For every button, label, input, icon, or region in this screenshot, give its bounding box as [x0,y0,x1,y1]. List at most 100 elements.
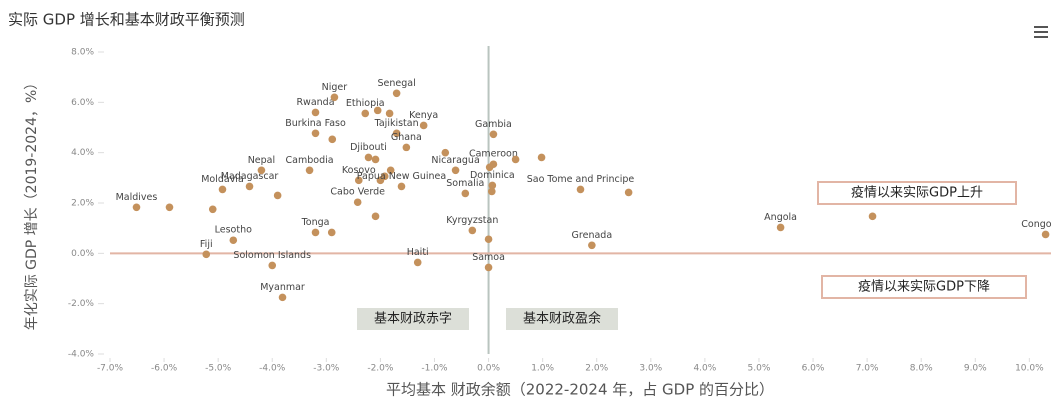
point [208,205,217,214]
point [489,130,498,139]
x-tick-label: 10.0% [1015,364,1044,374]
x-tick-label: 1.0% [531,364,554,374]
point [353,198,362,207]
point [132,203,141,212]
x-tick-label: -3.0% [313,364,340,374]
point-label: Cabo Verde [330,187,385,198]
point-label: Niger [322,82,348,93]
annotation-box [506,308,618,330]
point-label: Maldives [116,192,158,203]
point-label: Ethiopia [346,98,385,109]
point [229,236,238,245]
point [245,182,254,191]
point-label: Haiti [407,247,429,258]
point [354,176,363,185]
point-label: Solomon Islands [233,250,311,261]
point [392,89,401,98]
point-label: Nepal [248,155,275,166]
point-label: Cameroon [469,149,518,160]
point-label: Cambodia [286,155,334,166]
point [441,148,450,157]
point [278,293,287,302]
point-label: Senegal [378,78,416,89]
point [624,188,633,197]
point-label: Kosovo [342,165,376,176]
point-label: Papua New Guinea [357,171,446,182]
point-label: Samoa [472,252,505,263]
point [330,93,339,102]
x-tick-label: -1.0% [421,364,448,374]
point-label: Madagascar [221,171,279,182]
point-label: Angola [764,212,797,223]
y-tick-label: -2.0% [68,299,95,309]
point [385,109,394,118]
y-tick-label: 4.0% [71,148,94,158]
y-tick-label: 8.0% [71,48,94,58]
point [305,166,314,175]
annotation-box [817,181,1017,205]
point [419,121,428,130]
point [257,166,266,175]
chart-title: 实际 GDP 增长和基本财政平衡预测 [8,11,245,29]
point [371,212,380,221]
point [402,143,411,152]
point [364,153,373,162]
point [397,182,406,191]
point [1041,230,1050,239]
point-label: Burkina Faso [285,118,346,129]
x-tick-label: 7.0% [856,364,879,374]
point [485,163,494,172]
annotation: 基本财政盈余 [523,311,601,327]
x-tick-label: 6.0% [802,364,825,374]
x-tick-label: -7.0% [97,364,124,374]
point [268,261,277,270]
point [311,129,320,138]
point-label: Congo [1021,219,1051,230]
point-label: Nicaragua [431,155,479,166]
x-tick-label: -5.0% [205,364,232,374]
point [576,185,585,194]
point [373,106,382,115]
point [488,187,496,196]
annotation: 疫情以来实际GDP上升 [851,185,983,201]
point [202,250,211,259]
x-tick-label: -2.0% [367,364,394,374]
x-tick-label: 3.0% [639,364,662,374]
annotation-box [821,275,1027,299]
point [273,191,282,200]
point [484,235,493,244]
point [868,212,877,221]
x-tick-label: 8.0% [910,364,933,374]
point [380,172,389,181]
y-tick-label: 2.0% [71,199,94,209]
point-label: Gambia [475,119,512,130]
y-tick-label: -4.0% [68,350,95,360]
point-label: Kyrgyzstan [446,215,498,226]
point-label: Tajikistan [374,118,419,129]
point [311,228,320,237]
point [537,153,546,162]
point-label: Myanmar [260,282,305,293]
point [371,155,380,164]
point-label: Kenya [409,110,438,121]
point-label: Djibouti [350,142,387,153]
annotation: 疫情以来实际GDP下降 [858,279,990,295]
point [392,129,401,138]
point [484,263,493,272]
point-label: Sao Tome and Principe [527,174,635,185]
point [488,181,497,190]
point [311,108,320,117]
x-axis-label: 平均基本 财政余额（2022-2024 年，占 GDP 的百分比） [386,381,774,399]
point-label: Moldavia [201,174,244,185]
point [165,203,174,212]
annotation: 基本财政赤字 [374,312,452,327]
x-tick-label: -6.0% [151,364,178,374]
point-label: Dominica [470,170,515,181]
menu-icon[interactable] [1034,26,1048,38]
point-label: Fiji [200,239,213,250]
x-tick-label: 9.0% [964,364,987,374]
point [361,109,370,118]
point [461,189,470,198]
x-tick-label: 2.0% [585,364,608,374]
